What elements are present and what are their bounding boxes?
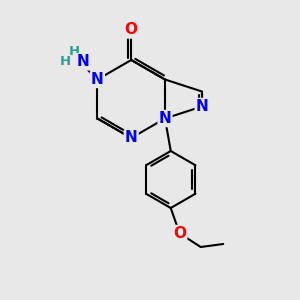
Text: N: N <box>159 111 171 126</box>
Text: O: O <box>173 226 186 241</box>
Text: N: N <box>125 130 138 146</box>
Text: N: N <box>76 54 89 69</box>
Text: N: N <box>196 99 208 114</box>
Text: O: O <box>125 22 138 38</box>
Text: H: H <box>68 45 80 58</box>
Text: N: N <box>91 72 104 87</box>
Text: H: H <box>59 56 70 68</box>
